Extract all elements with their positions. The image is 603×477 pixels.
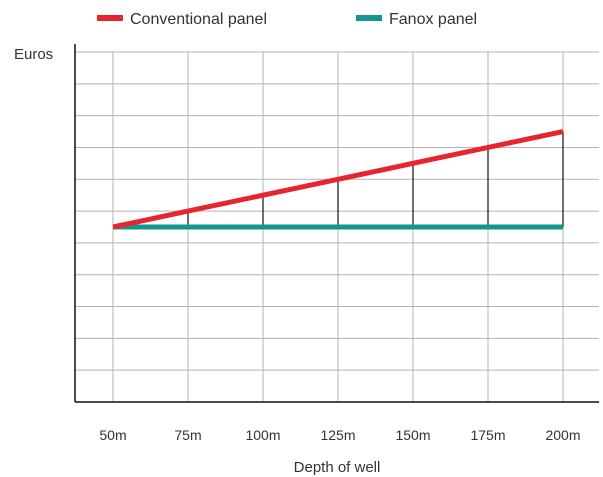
series-lines <box>112 129 564 230</box>
x-tick-label: 125m <box>320 427 355 443</box>
x-tick-label: 50m <box>99 427 126 443</box>
axes <box>74 44 599 403</box>
x-tick-label: 75m <box>174 427 201 443</box>
x-tick-label: 175m <box>470 427 505 443</box>
legend-swatch <box>356 15 382 21</box>
legend-swatch <box>97 15 123 21</box>
legend-label: Fanox panel <box>389 11 477 28</box>
x-tick-label: 100m <box>245 427 280 443</box>
difference-lines <box>187 131 564 227</box>
series-line-conventional-panel <box>112 129 564 230</box>
x-tick-label: 200m <box>545 427 580 443</box>
y-axis-label: Euros <box>14 46 53 63</box>
legend: Conventional panel Fanox panel <box>97 11 477 28</box>
x-axis-label: Depth of well <box>294 459 381 476</box>
x-tick-label: 150m <box>395 427 430 443</box>
legend-label: Conventional panel <box>130 11 267 28</box>
x-tick-labels: 50m 75m 100m 125m 150m 175m 200m <box>99 427 580 443</box>
